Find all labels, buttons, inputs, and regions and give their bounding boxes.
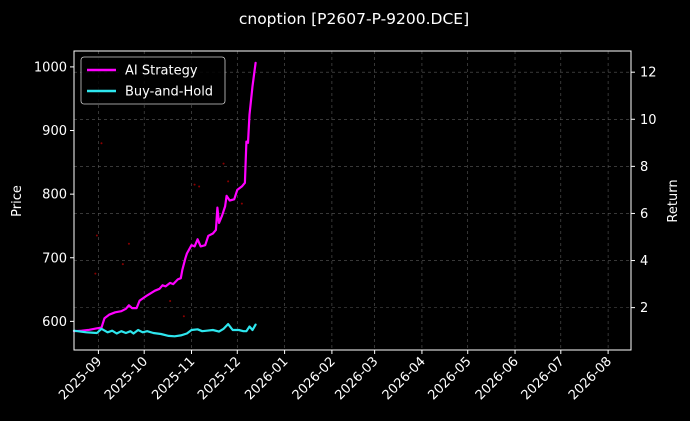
- y-tick-label: 700: [42, 251, 67, 266]
- legend: AI Strategy Buy-and-Hold: [80, 56, 226, 105]
- marker-layer: [94, 142, 243, 318]
- price-marker: [95, 234, 98, 237]
- y2-tick-label: 8: [640, 160, 648, 175]
- price-marker: [222, 162, 225, 165]
- chart-title: cnoption [P2607-P-9200.DCE]: [239, 10, 469, 28]
- series-layer: [72, 61, 257, 338]
- y2-tick-label: 4: [640, 254, 648, 269]
- ai-strategy-line: [72, 61, 257, 333]
- y2-tick-label: 12: [640, 66, 657, 81]
- y-axis-label: Price: [10, 185, 25, 217]
- y2-tick-label: 10: [640, 113, 657, 128]
- y2-axis-label: Return: [666, 179, 681, 222]
- price-marker: [127, 242, 130, 245]
- plot-frame: [73, 50, 632, 351]
- y-tick-label: 800: [42, 188, 67, 203]
- price-marker: [100, 142, 103, 145]
- price-marker: [240, 202, 243, 205]
- legend-label: AI Strategy: [125, 64, 198, 79]
- y-tick-label: 1000: [34, 60, 67, 75]
- y2-tick-label: 2: [640, 301, 648, 316]
- price-marker: [227, 180, 230, 183]
- price-marker: [94, 272, 97, 275]
- price-marker: [121, 263, 124, 266]
- buy-and-hold-line: [72, 323, 257, 338]
- legend-label: Buy-and-Hold: [125, 85, 213, 100]
- y-tick-label: 900: [42, 124, 67, 139]
- legend-box: [80, 56, 226, 105]
- price-marker: [198, 185, 201, 188]
- y2-tick-label: 6: [640, 207, 648, 222]
- price-marker: [169, 300, 172, 303]
- price-marker: [182, 315, 185, 318]
- y-tick-label: 600: [42, 315, 67, 330]
- price-marker: [193, 183, 196, 186]
